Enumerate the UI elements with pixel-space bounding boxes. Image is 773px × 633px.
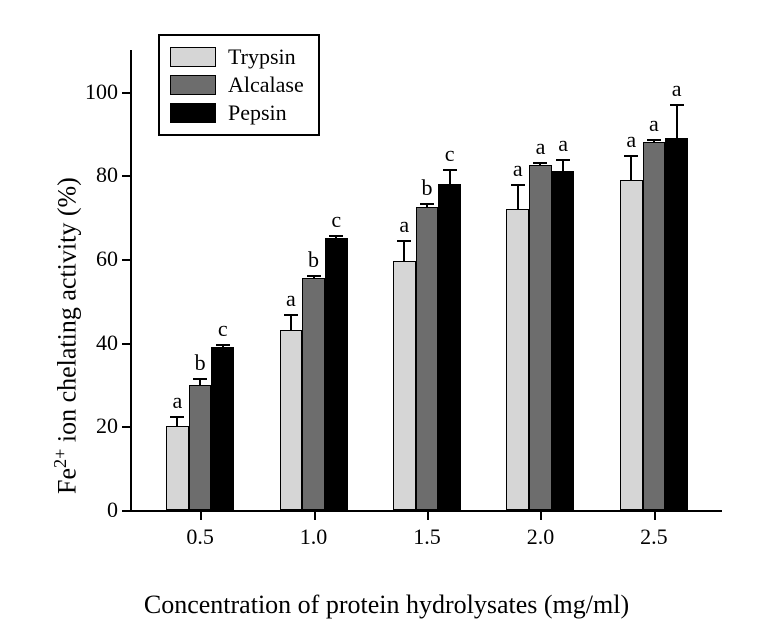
bar-pepsin (552, 171, 575, 510)
error-bar (517, 184, 519, 209)
significance-label: a (672, 76, 682, 102)
significance-label: b (195, 350, 206, 376)
legend-swatch (170, 103, 216, 123)
y-tick-label: 40 (96, 330, 132, 356)
x-tick-label: 2.0 (527, 510, 555, 550)
legend-label: Trypsin (228, 44, 296, 70)
bar-trypsin (166, 426, 189, 510)
significance-label: a (649, 111, 659, 137)
bar-pepsin (665, 138, 688, 510)
significance-label: b (308, 247, 319, 273)
bar-trypsin (506, 209, 529, 510)
significance-label: a (286, 286, 296, 312)
significance-label: a (399, 212, 409, 238)
legend-row: Trypsin (170, 44, 304, 70)
significance-label: c (445, 141, 455, 167)
bar-trypsin (620, 180, 643, 510)
legend-row: Pepsin (170, 100, 304, 126)
significance-label: a (558, 131, 568, 157)
error-cap (284, 314, 298, 316)
bar-alcalase (529, 165, 552, 510)
y-tick-label: 80 (96, 162, 132, 188)
y-tick-label: 60 (96, 246, 132, 272)
error-cap (511, 184, 525, 186)
error-cap (556, 159, 570, 161)
legend-label: Alcalase (228, 72, 304, 98)
y-tick-label: 0 (107, 497, 132, 523)
significance-label: c (218, 316, 228, 342)
error-cap (216, 344, 230, 346)
legend: TrypsinAlcalasePepsin (158, 34, 320, 136)
significance-label: b (422, 175, 433, 201)
bar-alcalase (302, 278, 325, 510)
y-axis-title: Fe2+ ion chelating activity (%) (50, 177, 83, 494)
bar-pepsin (211, 347, 234, 510)
x-tick-label: 0.5 (186, 510, 214, 550)
significance-label: a (513, 156, 523, 182)
legend-label: Pepsin (228, 100, 287, 126)
error-bar (630, 155, 632, 180)
bar-trypsin (393, 261, 416, 510)
bar-alcalase (643, 142, 666, 510)
significance-label: a (626, 127, 636, 153)
error-bar (403, 240, 405, 261)
legend-swatch (170, 75, 216, 95)
error-cap (329, 235, 343, 237)
error-bar (290, 314, 292, 330)
x-tick-label: 1.5 (413, 510, 441, 550)
y-tick-label: 20 (96, 413, 132, 439)
chart-root: 0204060801000.51.01.52.02.5abcabcabcaaaa… (0, 0, 773, 633)
error-cap (647, 139, 661, 141)
bar-pepsin (438, 184, 461, 510)
bar-trypsin (280, 330, 303, 510)
error-bar (676, 104, 678, 137)
error-cap (533, 162, 547, 164)
error-cap (193, 378, 207, 380)
significance-label: c (331, 207, 341, 233)
legend-row: Alcalase (170, 72, 304, 98)
significance-label: a (172, 388, 182, 414)
bar-pepsin (325, 238, 348, 510)
error-cap (670, 104, 684, 106)
x-tick-label: 2.5 (640, 510, 668, 550)
error-cap (307, 275, 321, 277)
error-cap (170, 416, 184, 418)
error-cap (443, 169, 457, 171)
bar-alcalase (416, 207, 439, 510)
bar-alcalase (189, 385, 212, 510)
y-tick-label: 100 (85, 79, 132, 105)
error-cap (624, 155, 638, 157)
significance-label: a (536, 134, 546, 160)
error-cap (420, 203, 434, 205)
x-tick-label: 1.0 (300, 510, 328, 550)
error-bar (449, 169, 451, 184)
x-axis-title: Concentration of protein hydrolysates (m… (0, 590, 773, 620)
error-cap (397, 240, 411, 242)
legend-swatch (170, 47, 216, 67)
